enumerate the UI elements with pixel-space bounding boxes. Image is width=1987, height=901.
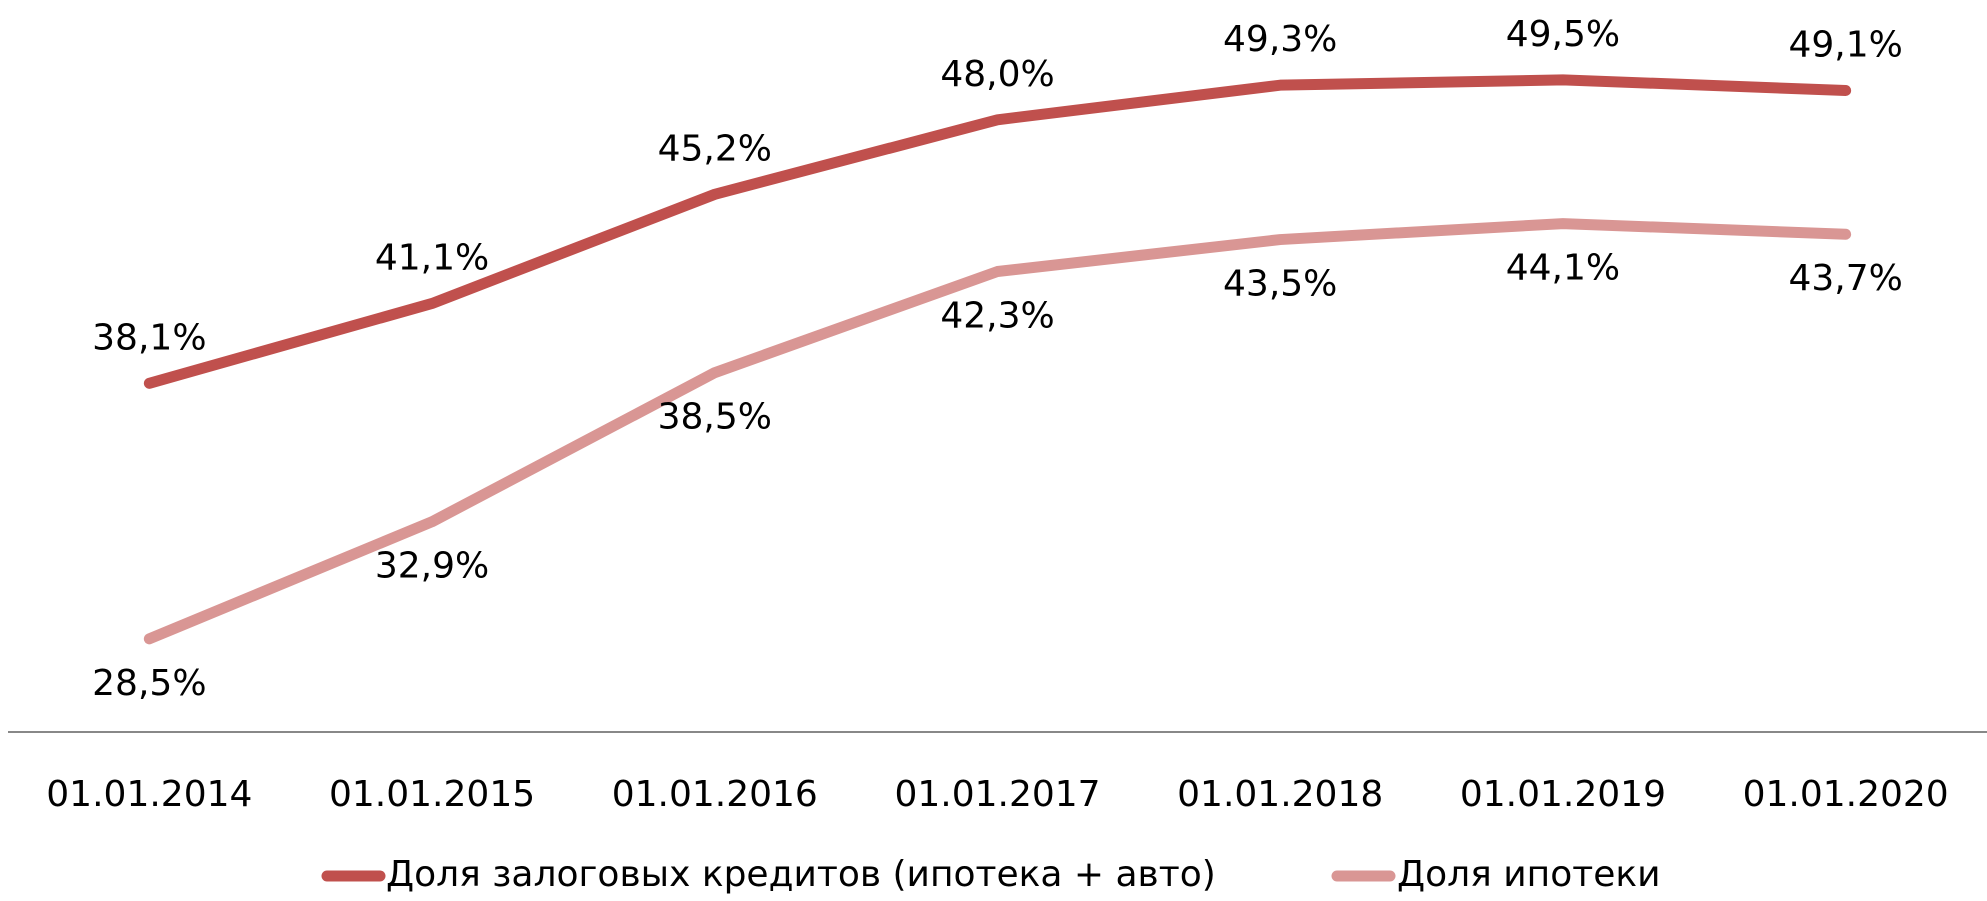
x-tick-label: 01.01.2019: [1460, 774, 1666, 815]
x-tick-label: 01.01.2014: [46, 774, 252, 815]
data-label: 44,1%: [1506, 248, 1620, 289]
data-label: 43,7%: [1788, 258, 1902, 299]
data-label: 43,5%: [1223, 264, 1337, 305]
data-label: 49,1%: [1788, 25, 1902, 66]
data-label: 32,9%: [375, 546, 489, 587]
x-tick-label: 01.01.2016: [612, 774, 818, 815]
x-tick-label: 01.01.2020: [1743, 774, 1949, 815]
data-label: 45,2%: [658, 128, 772, 169]
x-tick-label: 01.01.2015: [329, 774, 535, 815]
data-label: 28,5%: [92, 663, 206, 704]
x-tick-label: 01.01.2018: [1177, 774, 1383, 815]
data-label: 49,3%: [1223, 19, 1337, 60]
x-tick-label: 01.01.2017: [894, 774, 1100, 815]
data-label: 49,5%: [1506, 14, 1620, 55]
legend-label: Доля залоговых кредитов (ипотека + авто): [386, 854, 1216, 895]
data-label: 42,3%: [940, 296, 1054, 337]
series-line: [143, 218, 1852, 645]
data-label: 38,5%: [658, 397, 772, 438]
data-label: 41,1%: [375, 237, 489, 278]
series-line: [143, 74, 1852, 389]
legend-label: Доля ипотеки: [1397, 854, 1660, 895]
data-label: 38,1%: [92, 317, 206, 358]
data-label: 48,0%: [940, 54, 1054, 95]
